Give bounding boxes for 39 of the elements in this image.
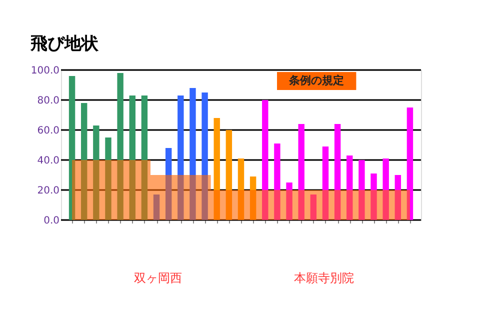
bar [382,158,389,220]
bar [214,118,220,220]
text: 双ヶ岡西 [134,271,182,285]
y-tick-label: 80.0 [37,96,60,106]
bar [274,144,280,220]
bar [394,175,401,220]
bar [322,146,329,220]
bar [68,76,76,220]
bar [105,138,112,220]
bar [117,73,124,220]
chart-title: 飛び地状 [29,34,100,54]
bar [406,108,414,220]
bar [81,103,88,220]
bar [250,176,256,220]
bar [298,124,304,220]
y-tick-label: 100.0 [30,66,60,76]
bar [334,124,341,220]
bar [153,194,160,220]
bar [238,158,244,220]
y-tick-label: 60.0 [37,126,60,136]
bar [358,160,365,220]
bar [226,130,232,220]
bar [346,156,353,220]
text: 本願寺別院 [294,271,354,285]
text: 条例の規定 [288,74,344,87]
y-tick-label: 40.0 [37,156,60,166]
bar [190,88,196,220]
bar [286,182,292,220]
y-tick-label: 20.0 [37,186,60,196]
bar [262,100,268,220]
bar [129,96,136,220]
bar [310,194,317,220]
y-tick-label: 0.0 [44,216,60,226]
bar [178,96,184,220]
bar [141,96,148,220]
bar [165,148,172,220]
bar [370,174,377,220]
bar [202,92,208,220]
bar [93,126,100,220]
